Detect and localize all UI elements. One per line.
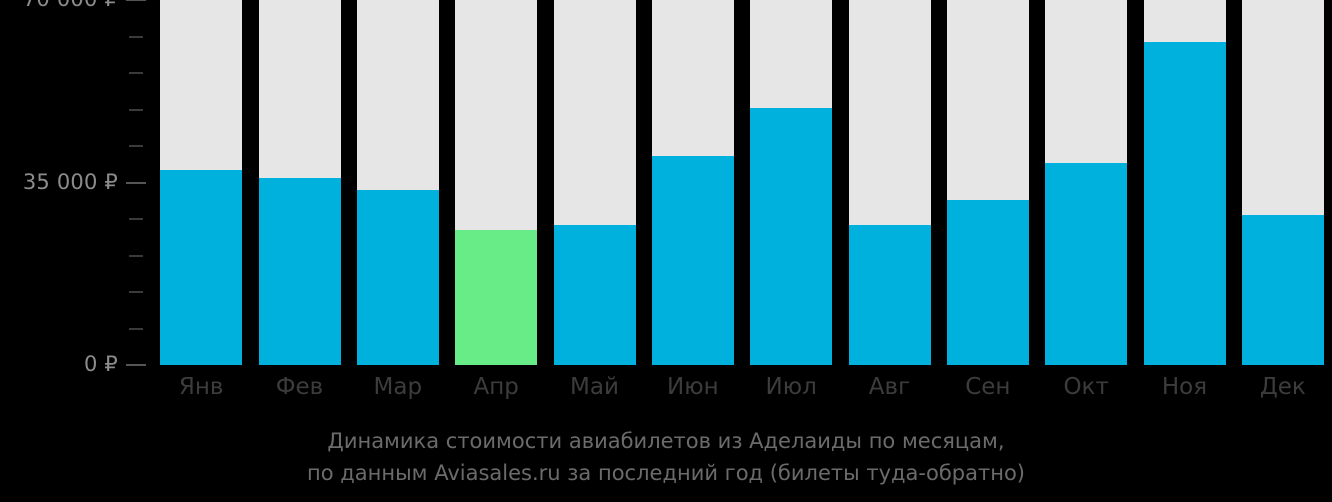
x-label-сен: Сен: [965, 374, 1011, 400]
x-label-июн: Июн: [667, 374, 719, 400]
y-tick: [129, 327, 143, 330]
x-label-янв: Янв: [178, 374, 224, 400]
x-label-мар: Мар: [373, 374, 423, 400]
bar-фев[interactable]: [258, 0, 341, 365]
bar-fill: [750, 108, 833, 365]
bar-сен[interactable]: [946, 0, 1029, 365]
caption-title: Динамика стоимости авиабилетов из Аделаи…: [327, 429, 1005, 453]
bar-fill: [1143, 41, 1226, 365]
bar-fill: [553, 225, 636, 365]
bar-fill: [1241, 215, 1324, 365]
y-axis: 0 ₽ 35 000 ₽ 70 000 ₽: [0, 0, 152, 375]
x-label-ноя: Ноя: [1161, 374, 1208, 400]
bar-апр[interactable]: [455, 0, 538, 365]
bar-fill: [848, 225, 931, 365]
bar-fill: [258, 178, 341, 365]
bar-fill: [651, 156, 734, 365]
x-axis: Янв Фев Мар Апр Май Июн Июл Авг Сен Окт Ноя Дек: [152, 372, 1332, 412]
y-tick: [129, 254, 143, 257]
bar-ноя[interactable]: [1143, 0, 1226, 365]
y-label-70000: 70 000 ₽: [23, 0, 118, 10]
x-label-окт: Окт: [1063, 374, 1109, 400]
y-label-0: 0 ₽: [84, 352, 118, 376]
bar-янв[interactable]: [160, 0, 243, 365]
y-tick: [129, 35, 143, 38]
bar-fill: [356, 189, 439, 365]
bar-окт[interactable]: [1045, 0, 1128, 365]
y-label-35000: 35 000 ₽: [22, 169, 118, 194]
bar-май[interactable]: [553, 0, 636, 365]
y-tick: [126, 181, 146, 184]
bar-июн[interactable]: [651, 0, 734, 365]
bar-июл[interactable]: [750, 0, 833, 365]
bar-авг[interactable]: [848, 0, 931, 365]
caption-subtitle: по данным Aviasales.ru за последний год …: [307, 461, 1025, 485]
bar-дек[interactable]: [1241, 0, 1324, 365]
x-label-июл: Июл: [765, 374, 817, 400]
plot-area: [152, 0, 1332, 365]
bar-fill: [455, 230, 538, 365]
x-label-апр: Апр: [473, 374, 519, 400]
bar-мар[interactable]: [356, 0, 439, 365]
x-label-фев: Фев: [275, 374, 324, 400]
x-label-май: Май: [570, 374, 619, 400]
y-tick: [129, 72, 143, 74]
bar-fill: [1045, 163, 1128, 365]
bar-fill: [946, 199, 1029, 365]
y-tick: [129, 145, 143, 147]
y-tick: [126, 364, 146, 366]
y-tick: [126, 0, 146, 1]
chart-caption: Динамика стоимости авиабилетов из Аделаи…: [0, 425, 1332, 489]
bar-fill: [160, 170, 243, 365]
y-tick: [129, 218, 143, 220]
x-label-дек: Дек: [1259, 374, 1306, 400]
x-label-авг: Авг: [868, 374, 911, 400]
y-tick: [129, 108, 143, 111]
y-tick: [129, 291, 143, 293]
